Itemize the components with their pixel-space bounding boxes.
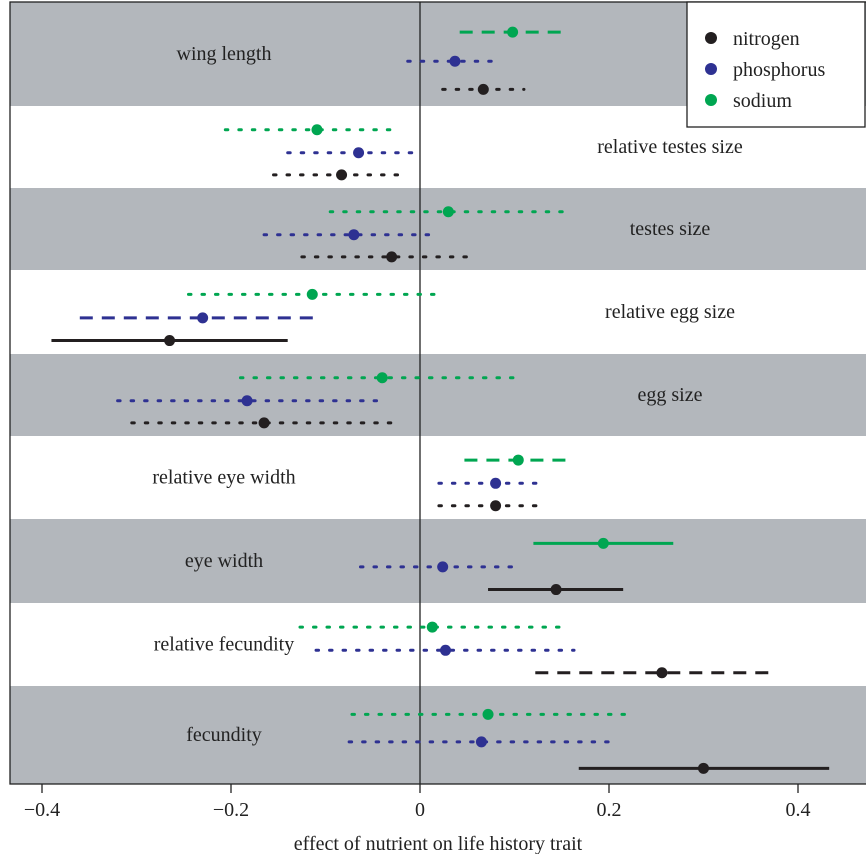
point-nitrogen xyxy=(164,335,176,347)
trait-label: relative egg size xyxy=(605,301,735,323)
trait-row: relative testes size xyxy=(223,124,743,181)
legend-marker-sodium xyxy=(705,94,717,106)
trait-rows: wing length relative testes size testes si… xyxy=(51,26,830,774)
x-tick-label: −0.2 xyxy=(213,799,249,821)
point-nitrogen xyxy=(490,500,502,512)
trait-label: testes size xyxy=(630,218,711,240)
point-phosphorus xyxy=(348,229,360,241)
point-nitrogen xyxy=(336,169,348,181)
x-axis-label: effect of nutrient on life history trait xyxy=(294,833,583,854)
trait-row: testes size xyxy=(262,206,711,263)
point-nitrogen xyxy=(550,584,562,596)
trait-label: relative testes size xyxy=(597,136,743,158)
legend-marker-phosphorus xyxy=(705,63,717,75)
trait-row: fecundity xyxy=(186,708,830,774)
legend-label-nitrogen: nitrogen xyxy=(733,28,800,50)
x-tick-label: 0.2 xyxy=(597,799,622,821)
trait-row: relative fecundity xyxy=(154,621,775,679)
point-sodium xyxy=(311,124,323,136)
legend: nitrogen phosphorus sodium xyxy=(686,1,866,128)
trait-row: egg size xyxy=(116,372,703,429)
trait-label: wing length xyxy=(177,43,272,65)
trait-label: relative fecundity xyxy=(154,634,295,656)
legend-marker-nitrogen xyxy=(705,32,717,44)
point-sodium xyxy=(306,288,318,300)
x-axis: −0.4 −0.2 0 0.2 0.4 xyxy=(24,784,811,821)
point-phosphorus xyxy=(241,395,253,407)
point-phosphorus xyxy=(449,55,461,67)
trait-bands xyxy=(10,2,866,784)
legend-label-phosphorus: phosphorus xyxy=(733,59,825,81)
point-nitrogen xyxy=(656,667,668,679)
point-sodium xyxy=(442,206,454,218)
point-phosphorus xyxy=(490,477,502,489)
trait-label: relative eye width xyxy=(152,467,295,489)
trait-label: eye width xyxy=(185,550,263,572)
x-tick-label: −0.4 xyxy=(24,799,60,821)
point-sodium xyxy=(597,537,609,549)
trait-band xyxy=(10,519,866,603)
trait-band xyxy=(10,354,866,436)
legend-label-sodium: sodium xyxy=(733,90,792,112)
point-sodium xyxy=(512,454,524,466)
point-phosphorus xyxy=(437,561,449,573)
point-sodium xyxy=(376,372,388,384)
point-phosphorus xyxy=(353,147,365,159)
point-sodium xyxy=(507,26,519,38)
point-nitrogen xyxy=(698,762,709,774)
x-tick-label: 0 xyxy=(415,799,425,821)
trait-row: eye width xyxy=(185,537,674,596)
point-sodium xyxy=(482,708,494,720)
legend-box xyxy=(686,1,866,128)
trait-label: egg size xyxy=(638,384,703,406)
trait-row: relative egg size xyxy=(51,288,735,347)
point-phosphorus xyxy=(475,736,487,748)
trait-row: relative eye width xyxy=(152,454,574,512)
point-sodium xyxy=(426,621,438,633)
trait-row: wing length xyxy=(177,26,567,95)
plot-frame xyxy=(9,1,866,785)
point-nitrogen xyxy=(258,417,270,429)
point-nitrogen xyxy=(477,83,489,95)
trait-label: fecundity xyxy=(186,724,262,746)
x-tick-label: 0.4 xyxy=(786,799,811,821)
point-nitrogen xyxy=(386,251,398,263)
point-phosphorus xyxy=(440,644,452,656)
point-phosphorus xyxy=(197,312,209,324)
